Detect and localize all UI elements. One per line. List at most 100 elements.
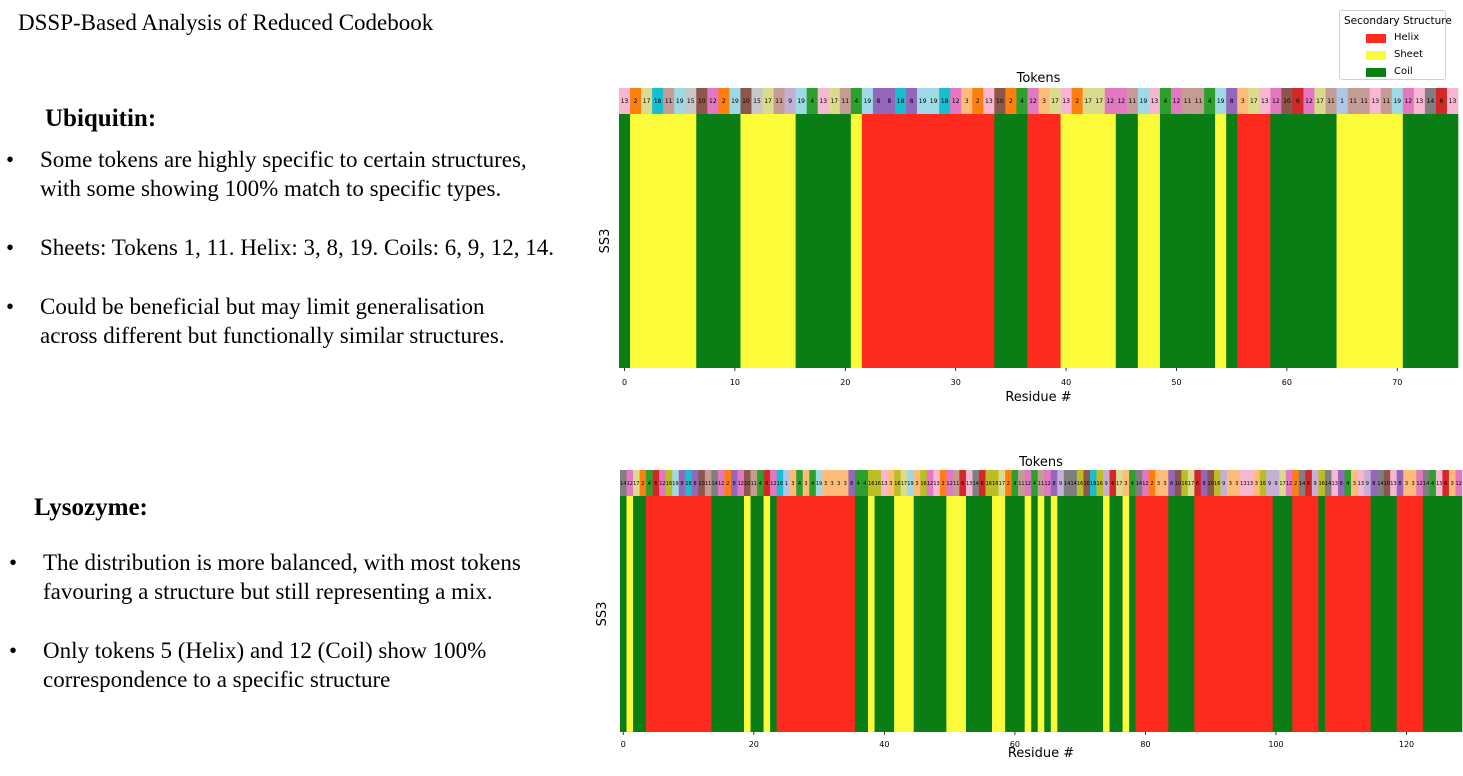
legend-label-sheet: Sheet: [1394, 49, 1423, 60]
token-label: 12: [1029, 98, 1037, 105]
token-cell: [1347, 88, 1359, 114]
token-cell: [704, 470, 712, 496]
token-cell: [1337, 470, 1345, 496]
token-label: 8: [693, 481, 696, 487]
ss-segment-helix: [1135, 496, 1169, 732]
token-cell: [665, 470, 673, 496]
ss-segment-coil: [711, 496, 745, 732]
token-cell: [965, 470, 973, 496]
token-cell: [1358, 88, 1370, 114]
token-cell: [828, 88, 841, 114]
token-label: 19: [672, 481, 678, 487]
token-cell: [1161, 470, 1169, 496]
ss-segment-sheet: [740, 114, 796, 368]
ss-segment-coil: [994, 114, 1028, 368]
token-cell: [928, 88, 940, 114]
token-label: 4: [810, 98, 814, 105]
token-cell: [698, 470, 706, 496]
token-cell: [737, 470, 745, 496]
legend-title: Secondary Structure: [1344, 15, 1452, 27]
ss-segment-sheet: [894, 496, 915, 732]
token-label: 11: [1382, 98, 1390, 105]
token-cell: [1435, 470, 1443, 496]
token-cell: [730, 470, 738, 496]
token-label: 18: [1090, 481, 1096, 487]
token-label: 2: [641, 481, 644, 487]
ubiquitin-bullet-3: • Could be beneficial but may limit gene…: [6, 292, 596, 352]
token-cell: [770, 470, 777, 496]
token-label: 14: [1064, 481, 1070, 487]
token-label: 19: [1140, 98, 1148, 105]
token-cell: [1253, 470, 1260, 496]
token-label: 12: [1405, 98, 1413, 105]
token-cell: [992, 470, 999, 496]
token-label: 17: [1084, 98, 1092, 105]
token-cell: [626, 470, 634, 496]
token-cell: [1237, 88, 1249, 114]
token-label: 19: [1217, 98, 1225, 105]
token-label: 11: [751, 481, 757, 487]
token-cell: [887, 470, 895, 496]
token-cell: [1182, 88, 1194, 114]
token-cell: [881, 470, 888, 496]
token-label: 11: [1349, 98, 1357, 105]
token-label: 12: [927, 481, 933, 487]
token-cell: [783, 470, 791, 496]
token-label: 2: [976, 98, 980, 105]
token-cell: [1344, 470, 1352, 496]
token-label: 2: [1150, 481, 1153, 487]
token-cell: [620, 470, 627, 496]
token-cell: [1248, 88, 1260, 114]
ss-segment-coil: [854, 496, 869, 732]
x-tick-label: 0: [621, 740, 626, 749]
token-label: 18: [685, 481, 691, 487]
token-cell: [1148, 470, 1156, 496]
token-cell: [1057, 470, 1065, 496]
token-label: 13: [819, 98, 827, 105]
token-label: 4: [811, 481, 814, 487]
token-label: 14: [620, 481, 626, 487]
token-label: 8: [910, 98, 914, 105]
token-cell: [740, 88, 752, 114]
ss-segment-sheet: [744, 496, 751, 732]
token-label: 6: [1307, 481, 1310, 487]
token-cell: [652, 88, 664, 114]
token-cell: [1402, 88, 1415, 114]
token-label: 11: [705, 481, 711, 487]
y-axis-label: SS3: [595, 602, 610, 627]
token-label: 13: [1371, 98, 1379, 105]
token-cell: [1240, 470, 1247, 496]
token-label: 6: [1440, 98, 1444, 105]
token-label: 13: [1358, 481, 1364, 487]
token-label: 13: [1436, 481, 1442, 487]
ubiquitin-bullet-2: • Sheets: Tokens 1, 11. Helix: 3, 8, 19.…: [6, 233, 596, 263]
token-cell: [872, 88, 885, 114]
token-label: 11: [1038, 481, 1044, 487]
token-cell: [1005, 470, 1012, 496]
token-cell: [1181, 470, 1189, 496]
token-label: 13: [1332, 481, 1338, 487]
token-label: 4: [854, 98, 858, 105]
bullet-line: Only tokens 5 (Helix) and 12 (Coil) show…: [43, 638, 487, 663]
token-label: 17: [1116, 481, 1122, 487]
token-cell: [917, 88, 929, 114]
bullet-line: favouring a structure but still represen…: [43, 579, 493, 604]
token-cell: [1311, 470, 1319, 496]
x-tick-label: 50: [1171, 378, 1181, 387]
ss-segment-coil: [619, 114, 631, 368]
token-label: 6: [981, 481, 984, 487]
legend-label-coil: Coil: [1394, 66, 1413, 77]
ss-segment-coil: [750, 496, 764, 732]
bullet-line: with some showing 100% match to specific…: [40, 176, 502, 201]
token-cell: [959, 470, 967, 496]
token-label: 12: [738, 481, 744, 487]
token-label: 13: [966, 481, 972, 487]
token-cell: [1076, 470, 1084, 496]
token-label: 9: [1274, 481, 1277, 487]
ss-segment-coil: [1109, 496, 1123, 732]
token-label: 2: [726, 481, 729, 487]
token-cell: [1142, 470, 1149, 496]
ss-segment-coil: [1168, 496, 1195, 732]
token-label: 17: [643, 98, 651, 105]
token-label: 9: [1222, 481, 1225, 487]
